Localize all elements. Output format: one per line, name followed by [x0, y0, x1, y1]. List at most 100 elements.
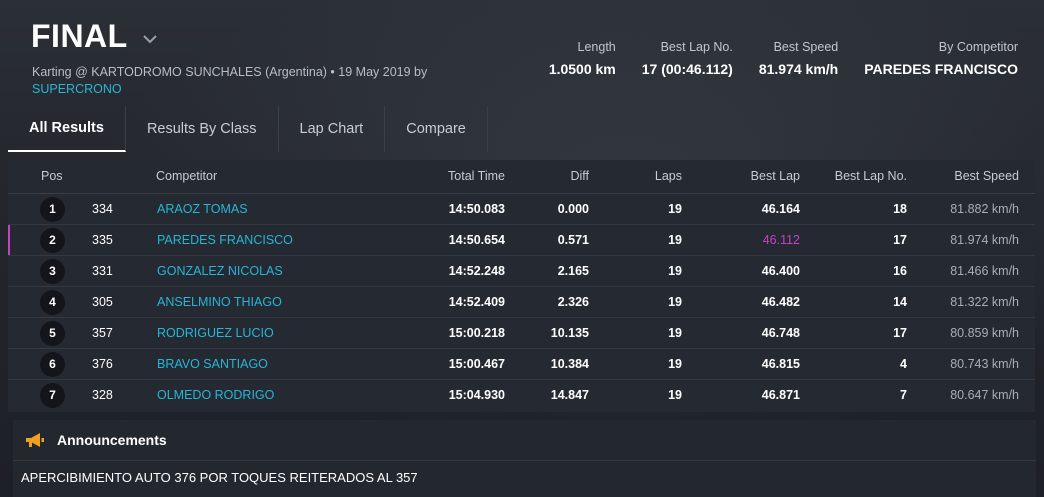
stat-length: Length 1.0500 km: [549, 40, 616, 77]
announcements-panel: Announcements APERCIBIMIENTO AUTO 376 PO…: [13, 420, 1036, 497]
total-time: 14:50.083: [448, 202, 505, 216]
stat-value: 17 (00:46.112): [641, 61, 733, 77]
total-time: 15:00.218: [448, 326, 505, 340]
table-row[interactable]: 5 357 RODRIGUEZ LUCIO 15:00.218 10.135 1…: [8, 318, 1035, 349]
column-header-laps[interactable]: Laps: [654, 169, 682, 183]
diff: 0.000: [557, 202, 589, 216]
position-badge: 6: [40, 352, 65, 377]
kart-number: 376: [92, 357, 113, 371]
stat-by-competitor: By Competitor PAREDES FRANCISCO: [864, 40, 1018, 77]
stat-label: Length: [577, 40, 616, 54]
stat-value: 1.0500 km: [548, 61, 616, 77]
table-row[interactable]: 6 376 BRAVO SANTIAGO 15:00.467 10.384 19…: [8, 349, 1035, 380]
column-header-total-time[interactable]: Total Time: [448, 169, 505, 183]
best-lap: 46.748: [761, 326, 800, 340]
laps: 19: [668, 388, 682, 402]
tab-all-results[interactable]: All Results: [8, 106, 126, 152]
competitor-link[interactable]: OLMEDO RODRIGO: [157, 388, 275, 402]
session-header: FINAL Karting @ KARTODROMO SUNCHALES (Ar…: [0, 0, 1044, 104]
table-row[interactable]: 7 328 OLMEDO RODRIGO 15:04.930 14.847 19…: [8, 380, 1035, 410]
best-lap: 46.164: [761, 202, 800, 216]
diff: 10.384: [550, 357, 589, 371]
column-header-diff[interactable]: Diff: [570, 169, 589, 183]
best-speed: 80.743 km/h: [950, 357, 1019, 371]
diff: 14.847: [550, 388, 589, 402]
laps: 19: [668, 233, 682, 247]
kart-number: 328: [92, 388, 113, 402]
best-lap-no: 17: [893, 233, 907, 247]
best-lap: 46.482: [761, 295, 800, 309]
total-time: 15:00.467: [448, 357, 505, 371]
total-time: 14:52.248: [448, 264, 505, 278]
competitor-link[interactable]: RODRIGUEZ LUCIO: [157, 326, 274, 340]
table-row[interactable]: 1 334 ARAOZ TOMAS 14:50.083 0.000 19 46.…: [8, 194, 1035, 225]
competitor-link[interactable]: ANSELMINO THIAGO: [157, 295, 282, 309]
chevron-down-icon[interactable]: [142, 33, 158, 45]
table-row[interactable]: 3 331 GONZALEZ NICOLAS 14:52.248 2.165 1…: [8, 256, 1035, 287]
best-lap-fastest: 46.112: [762, 233, 800, 247]
best-speed: 81.974 km/h: [950, 233, 1019, 247]
competitor-link[interactable]: GONZALEZ NICOLAS: [157, 264, 283, 278]
column-header-competitor[interactable]: Competitor: [156, 169, 218, 183]
kart-number: 357: [92, 326, 113, 340]
diff: 10.135: [550, 326, 589, 340]
competitor-link[interactable]: PAREDES FRANCISCO: [157, 233, 293, 247]
stat-best-speed: Best Speed 81.974 km/h: [759, 40, 838, 77]
kart-number: 334: [92, 202, 113, 216]
best-speed: 81.322 km/h: [950, 295, 1019, 309]
position-badge: 7: [40, 383, 65, 408]
column-header-pos[interactable]: Pos: [41, 169, 63, 183]
best-speed: 81.882 km/h: [950, 202, 1019, 216]
stat-value: PAREDES FRANCISCO: [864, 61, 1018, 77]
best-lap: 46.815: [761, 357, 800, 371]
results-table: Pos Competitor Total Time Diff Laps Best…: [8, 160, 1035, 412]
kart-number: 305: [92, 295, 113, 309]
title-row[interactable]: FINAL: [31, 18, 158, 55]
session-subtitle: Karting @ KARTODROMO SUNCHALES (Argentin…: [32, 64, 452, 98]
total-time: 14:52.409: [448, 295, 505, 309]
total-time: 15:04.930: [448, 388, 505, 402]
announcement-text: APERCIBIMIENTO AUTO 376 POR TOQUES REITE…: [21, 470, 418, 485]
best-speed: 80.859 km/h: [950, 326, 1019, 340]
table-header: Pos Competitor Total Time Diff Laps Best…: [8, 160, 1035, 194]
competitor-link[interactable]: ARAOZ TOMAS: [157, 202, 248, 216]
laps: 19: [668, 326, 682, 340]
megaphone-icon: [26, 433, 44, 447]
diff: 2.165: [557, 264, 589, 278]
best-speed: 81.466 km/h: [950, 264, 1019, 278]
timing-provider-link[interactable]: SUPERCRONO: [32, 82, 122, 96]
page-title: FINAL: [31, 18, 128, 54]
tab-lap-chart[interactable]: Lap Chart: [279, 106, 386, 152]
stat-best-lap-no: Best Lap No. 17 (00:46.112): [642, 40, 733, 77]
tab-compare[interactable]: Compare: [385, 106, 488, 152]
laps: 19: [668, 264, 682, 278]
kart-number: 331: [92, 264, 113, 278]
position-badge: 4: [40, 290, 65, 315]
session-stats: Length 1.0500 km Best Lap No. 17 (00:46.…: [523, 40, 1018, 77]
column-header-best-lap[interactable]: Best Lap: [750, 169, 800, 183]
laps: 19: [668, 202, 682, 216]
diff: 2.326: [557, 295, 589, 309]
best-lap-no: 16: [893, 264, 907, 278]
best-lap-no: 18: [893, 202, 907, 216]
laps: 19: [668, 295, 682, 309]
best-lap: 46.871: [761, 388, 800, 402]
announcements-header: Announcements: [13, 420, 1036, 461]
position-badge: 3: [40, 259, 65, 284]
best-lap-no: 7: [900, 388, 907, 402]
best-lap: 46.400: [761, 264, 800, 278]
stat-value: 81.974 km/h: [758, 61, 839, 77]
position-badge: 1: [40, 197, 65, 222]
tab-results-by-class[interactable]: Results By Class: [126, 106, 279, 152]
table-row[interactable]: 2 335 PAREDES FRANCISCO 14:50.654 0.571 …: [8, 225, 1035, 256]
best-lap-no: 17: [893, 326, 907, 340]
column-header-best-lap-no[interactable]: Best Lap No.: [834, 169, 907, 183]
column-header-best-speed[interactable]: Best Speed: [954, 169, 1019, 183]
session-info: Karting @ KARTODROMO SUNCHALES (Argentin…: [32, 65, 428, 79]
position-badge: 5: [40, 321, 65, 346]
table-row[interactable]: 4 305 ANSELMINO THIAGO 14:52.409 2.326 1…: [8, 287, 1035, 318]
competitor-link[interactable]: BRAVO SANTIAGO: [157, 357, 268, 371]
stat-label: Best Speed: [773, 40, 839, 54]
announcements-title: Announcements: [57, 432, 167, 448]
